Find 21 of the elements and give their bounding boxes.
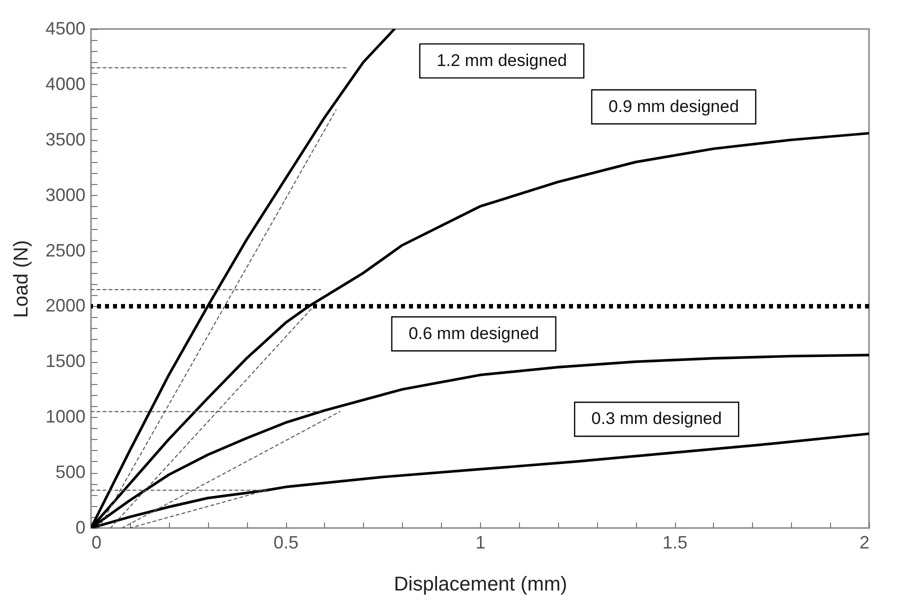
x-tick-label: 1: [475, 532, 486, 552]
y-tick-label: 1000: [45, 406, 86, 427]
x-axis-title: Displacement (mm): [394, 574, 568, 596]
y-tick-label: 500: [55, 462, 86, 482]
y-tick-label: 2500: [45, 240, 86, 260]
y-tick-label: 0: [75, 518, 86, 538]
y-tick-label: 3000: [45, 184, 86, 205]
x-tick-label: 2: [859, 532, 870, 552]
y-tick-label: 2000: [45, 296, 86, 316]
annotation: 1.2 mm designed: [436, 50, 567, 70]
y-tick-label: 1500: [45, 351, 86, 372]
y-tick-label: 3500: [45, 129, 86, 150]
y-tick-label: 4500: [45, 18, 86, 38]
x-tick-label: 1.5: [662, 532, 688, 552]
y-axis-title: Load (N): [10, 240, 32, 318]
annotation: 0.9 mm designed: [608, 96, 739, 116]
y-tick-label: 4000: [45, 74, 86, 94]
annotation: 0.6 mm designed: [408, 324, 539, 343]
x-tick-label: 0.5: [273, 532, 299, 552]
annotation: 0.3 mm designed: [591, 409, 722, 428]
x-tick-label: 0: [92, 532, 102, 552]
